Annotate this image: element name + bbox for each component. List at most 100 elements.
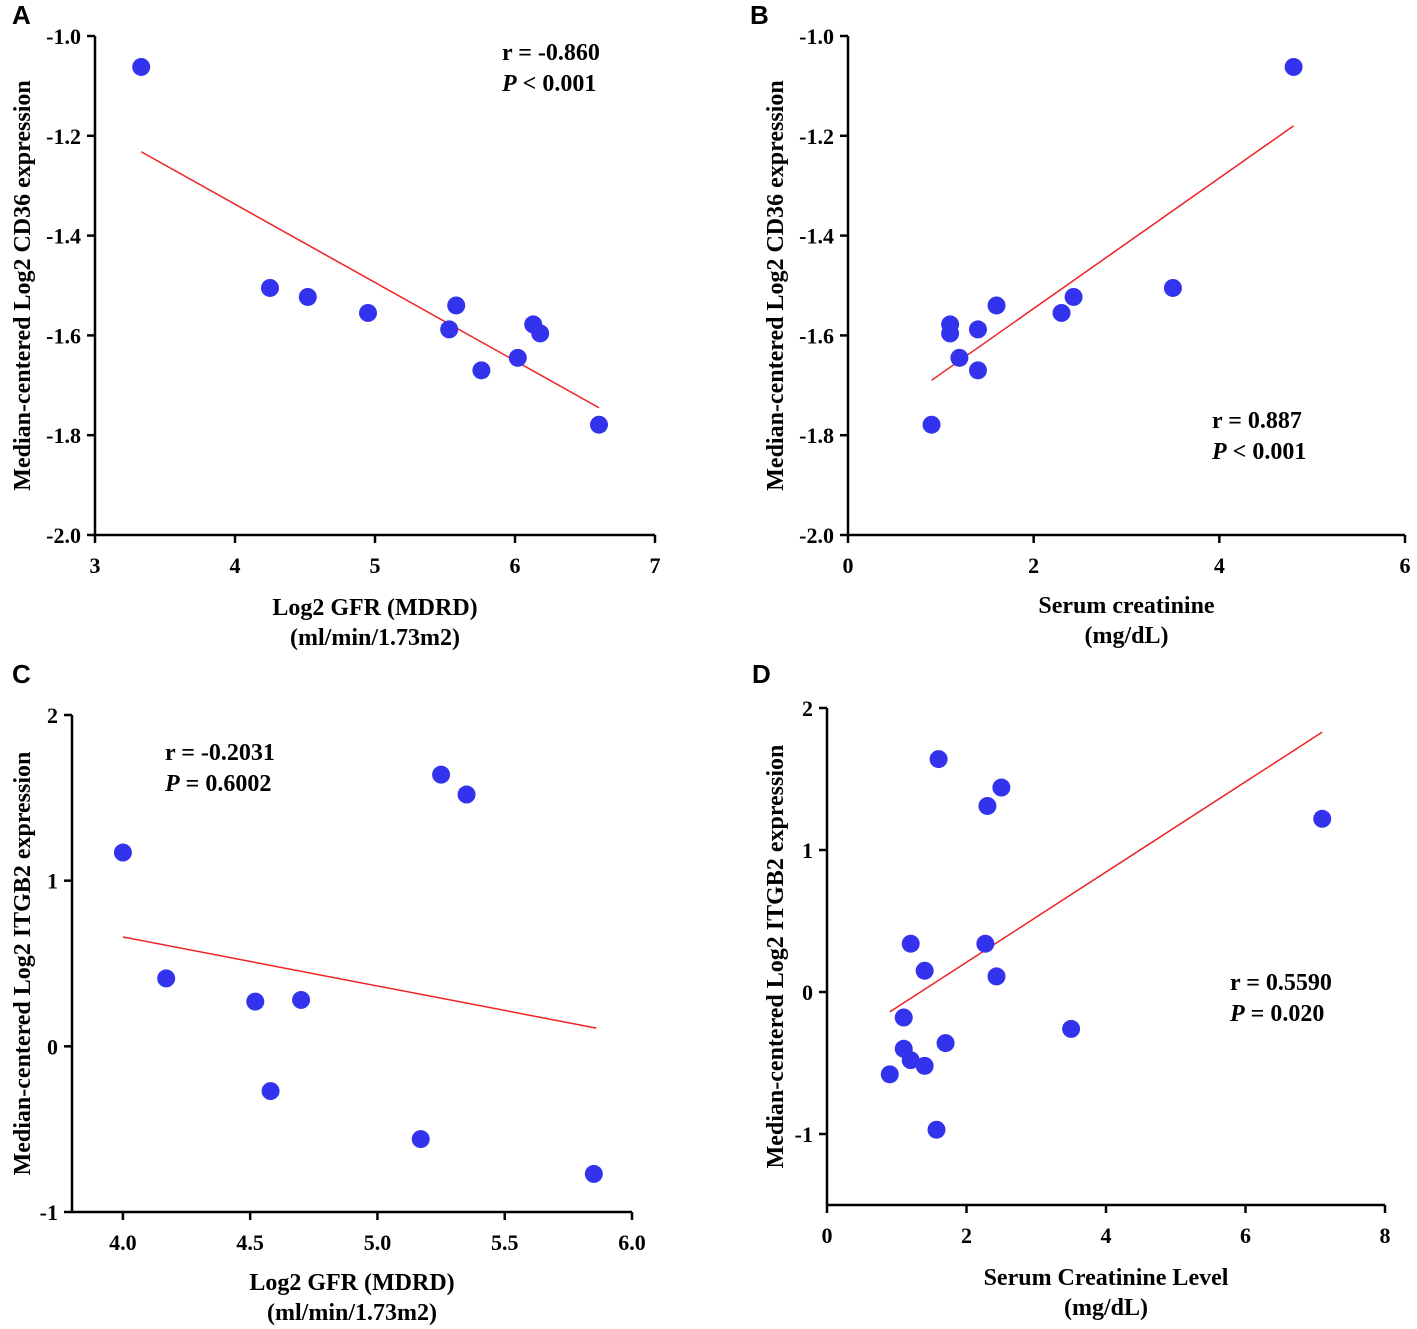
panel-c-letter: C: [12, 659, 31, 689]
panel-d-data-point: [915, 961, 934, 980]
panel-b-data-point: [968, 320, 987, 339]
panel-a-r-value: r = -0.860: [502, 40, 600, 66]
panel-d-r-value: r = 0.5590: [1230, 970, 1332, 996]
panel-b-data-point: [1064, 287, 1083, 306]
panel-b-p-value: P < 0.001: [1211, 439, 1306, 465]
panel-d-data-point: [936, 1034, 955, 1053]
panel-d-x-tick-label: 4: [1101, 1223, 1112, 1248]
panel-d-data-point: [976, 934, 995, 953]
panel-a-p-number: < 0.001: [517, 71, 597, 97]
panel-d-letter: D: [752, 659, 771, 689]
panel-a-p-symbol: P: [501, 71, 517, 97]
panel-b-y-tick-label: -1.0: [799, 24, 834, 49]
panel-d-y-tick-label: 0: [802, 980, 813, 1005]
panel-b-x-tick-label: 0: [843, 553, 854, 578]
panel-d-data-point: [894, 1008, 913, 1027]
panel-c-data-point: [261, 1082, 280, 1101]
panel-d-regression-line: [889, 731, 1323, 1013]
panel-d-p-number: = 0.020: [1245, 1001, 1325, 1027]
panel-c-regression-line: [122, 936, 597, 1029]
panel-b-p-number: < 0.001: [1227, 439, 1307, 465]
panel-a-data-point: [531, 324, 550, 343]
panel-d-y-axis-title: Median-centered Log2 ITGB2 expression: [763, 745, 789, 1169]
panel-d-y-tick-label: 2: [802, 696, 813, 721]
panel-d-data-point: [880, 1065, 899, 1084]
panel-b-data-point: [922, 415, 941, 434]
panel-b-data-point: [941, 324, 960, 343]
panel-a-p-value: P < 0.001: [501, 71, 596, 97]
panel-b-y-tick-label: -1.6: [799, 323, 834, 348]
panel-a-data-point: [447, 296, 466, 315]
panel-c-y-tick-label: 2: [47, 703, 58, 728]
panel-b-r-value: r = 0.887: [1212, 408, 1302, 434]
panel-b-regression-line: [931, 125, 1295, 381]
panel-c-data-point: [584, 1164, 603, 1183]
panel-a-y-tick-label: -1.8: [46, 423, 81, 448]
panel-c-x-tick-label: 6.0: [618, 1230, 646, 1255]
panel-a-data-point: [508, 348, 527, 367]
panel-d-data-point: [927, 1120, 946, 1139]
panel-c-x-tick-label: 4.5: [236, 1230, 264, 1255]
panel-b-y-tick-label: -1.2: [799, 124, 834, 149]
panel-c-data-point: [292, 990, 311, 1009]
panel-c-y-axis-title: Median-centered Log2 ITGB2 expression: [10, 752, 36, 1176]
panel-c-y-tick-label: 1: [47, 869, 58, 894]
panel-c-r-value: r = -0.2031: [165, 740, 275, 766]
panel-c-y-tick-label: -1: [40, 1200, 58, 1225]
panel-a-x-axis-title: (ml/min/1.73m2): [290, 625, 460, 651]
panel-a-x-tick-label: 4: [230, 553, 241, 578]
panel-b-x-tick-label: 6: [1400, 553, 1411, 578]
panel-a-data-point: [472, 361, 491, 380]
panel-d-p-value: P = 0.020: [1229, 1001, 1324, 1027]
panel-d-data-point: [978, 796, 997, 815]
panel-a-y-tick-label: -1.4: [46, 224, 81, 249]
panel-b-data-point: [950, 348, 969, 367]
panel-d-x-tick-label: 6: [1240, 1223, 1251, 1248]
panel-c-data-point: [113, 843, 132, 862]
panel-d-data-point: [915, 1056, 934, 1075]
panel-b-y-axis-title: Median-centered Log2 CD36 expression: [763, 80, 789, 490]
panel-a-regression-line: [140, 151, 600, 409]
panel-a-y-tick-label: -1.0: [46, 24, 81, 49]
panel-c-data-point: [246, 992, 265, 1011]
panel-c-p-symbol: P: [164, 771, 180, 797]
panel-d-data-point: [1062, 1019, 1081, 1038]
panel-b-letter: B: [750, 0, 769, 30]
panel-d-data-point: [1313, 809, 1332, 828]
panel-a-data-point: [440, 320, 459, 339]
panel-d-data-point: [992, 778, 1011, 797]
panel-a-x-tick-label: 3: [90, 553, 101, 578]
panel-c-x-tick-label: 5.5: [491, 1230, 519, 1255]
panel-c-data-point: [432, 765, 451, 784]
panel-a-data-point: [359, 303, 377, 322]
panel-b-x-axis-title: Serum creatinine: [1038, 593, 1215, 619]
panel-d-data-point: [901, 934, 920, 953]
panel-b-x-axis-title: (mg/dL): [1085, 623, 1169, 649]
panel-b-x-tick-label: 4: [1214, 553, 1225, 578]
panel-d-data-point: [901, 1051, 920, 1070]
panel-c-data-point: [411, 1130, 430, 1149]
panel-a-x-tick-label: 5: [370, 553, 381, 578]
panel-b-y-tick-label: -2.0: [799, 523, 834, 548]
panel-b-data-point: [1284, 57, 1303, 76]
panel-c-p-value: P = 0.6002: [164, 771, 271, 797]
panel-d-y-tick-label: -1: [795, 1122, 813, 1147]
panel-a-data-point: [590, 415, 608, 434]
panel-b-p-symbol: P: [1211, 439, 1227, 465]
panel-b-x-tick-label: 2: [1028, 553, 1039, 578]
panel-a-y-axis-title: Median-centered Log2 CD36 expression: [10, 80, 36, 490]
panel-d-x-axis-title: (mg/dL): [1064, 1295, 1148, 1321]
panel-b-data-point: [1163, 278, 1182, 297]
panel-d-y-tick-label: 1: [802, 838, 813, 863]
panel-a: A -2.0 -1.8 -1.6 -1.4 -1.2 -1.0 3 4 5 6 7 Log2 GFR (…: [10, 0, 661, 651]
panel-b: B -2.0 -1.8 -1.6 -1.4 -1.2 -1.0 0 2 4 6 Serum creat…: [750, 0, 1411, 649]
panel-d-x-tick-label: 0: [822, 1223, 833, 1248]
panel-c: C -1 0 1 2 4.0 4.5 5.0 5.5 6.0 Log2 GFR (MDRD) (ml/…: [10, 659, 646, 1326]
panel-c-x-axis-title: (ml/min/1.73m2): [267, 1300, 437, 1326]
panel-b-data-point: [1052, 303, 1071, 322]
panel-d: D -1 0 1 2 0 2 4 6 8 Serum Creatinine Level (mg/dL)…: [752, 659, 1391, 1321]
panel-d-x-tick-label: 2: [961, 1223, 972, 1248]
panel-d-x-tick-label: 8: [1380, 1223, 1391, 1248]
panel-a-data-point: [298, 287, 317, 306]
